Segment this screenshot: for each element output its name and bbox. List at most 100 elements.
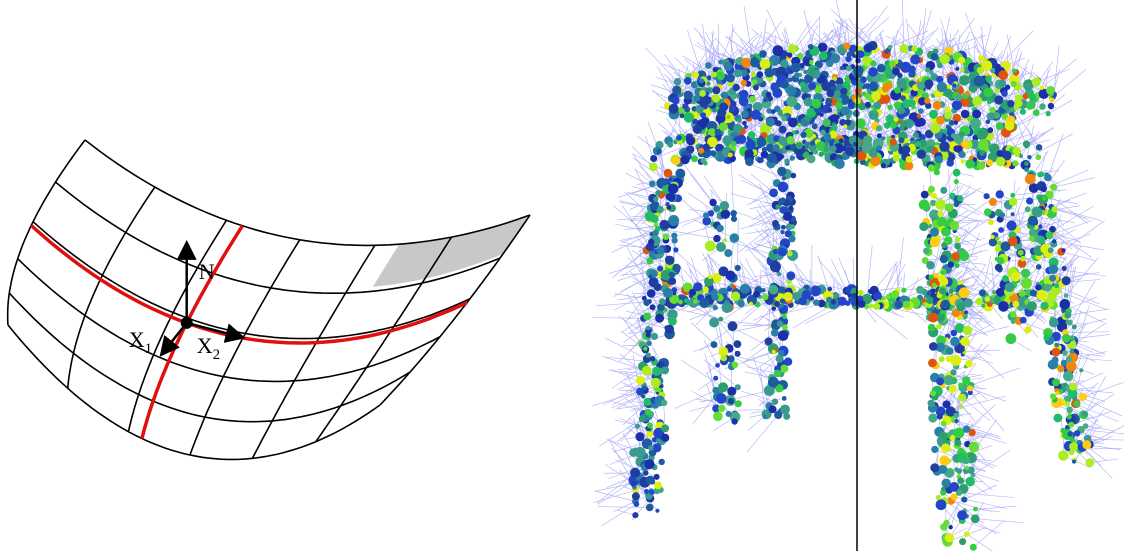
point xyxy=(919,199,930,210)
point xyxy=(990,235,994,239)
point xyxy=(965,159,974,168)
point xyxy=(644,489,649,494)
point xyxy=(1032,77,1041,86)
point xyxy=(933,101,942,110)
point xyxy=(915,141,921,147)
point xyxy=(1040,302,1048,310)
point xyxy=(752,79,757,84)
point xyxy=(791,173,797,179)
point xyxy=(731,292,740,301)
point xyxy=(707,82,711,86)
point xyxy=(649,490,654,495)
point xyxy=(972,96,982,106)
point xyxy=(672,86,681,95)
point xyxy=(684,298,689,303)
point xyxy=(877,133,882,138)
tangent-2-label: X2 xyxy=(197,333,220,363)
point xyxy=(715,129,721,135)
point xyxy=(929,70,933,74)
point xyxy=(962,376,970,384)
point xyxy=(902,99,911,108)
point xyxy=(785,145,790,150)
point xyxy=(959,405,963,409)
point xyxy=(1052,348,1061,357)
point xyxy=(954,121,958,125)
point xyxy=(940,255,948,263)
point xyxy=(981,304,985,308)
point xyxy=(720,201,729,210)
point xyxy=(913,132,919,138)
point xyxy=(684,107,690,113)
point xyxy=(939,455,949,465)
point xyxy=(784,358,792,366)
point xyxy=(953,146,959,152)
point xyxy=(650,304,656,310)
point xyxy=(1022,93,1028,99)
point xyxy=(1033,208,1043,218)
normal-line xyxy=(735,239,772,261)
point xyxy=(948,261,954,267)
point xyxy=(846,65,852,71)
point xyxy=(950,221,959,230)
point xyxy=(1021,278,1032,289)
point xyxy=(810,286,821,297)
point xyxy=(672,264,680,272)
point xyxy=(1050,184,1057,191)
point xyxy=(780,298,785,303)
normal-label: N xyxy=(199,259,215,284)
point xyxy=(894,87,901,94)
point xyxy=(709,318,719,328)
point xyxy=(955,67,959,71)
point xyxy=(1024,161,1029,166)
point xyxy=(648,445,654,451)
point xyxy=(778,248,787,257)
point xyxy=(711,341,718,348)
point xyxy=(999,212,1005,218)
tangent-1-label: X1 xyxy=(129,327,152,357)
normal-line xyxy=(738,218,739,268)
point xyxy=(938,465,947,474)
point xyxy=(1067,320,1073,326)
point xyxy=(653,196,658,201)
point xyxy=(830,145,837,152)
point xyxy=(731,216,737,222)
point xyxy=(873,303,880,310)
point xyxy=(894,102,902,110)
point xyxy=(865,102,871,108)
point xyxy=(772,350,776,354)
normal-line xyxy=(747,367,778,374)
point xyxy=(939,277,948,286)
point xyxy=(782,315,787,320)
point xyxy=(1068,431,1073,436)
point xyxy=(958,394,966,402)
normal-line xyxy=(596,302,650,306)
point xyxy=(1040,86,1044,90)
point xyxy=(1073,400,1080,407)
point xyxy=(654,223,658,227)
point xyxy=(808,82,816,90)
point xyxy=(800,82,806,88)
point xyxy=(995,237,999,241)
point xyxy=(941,270,946,275)
point xyxy=(1029,229,1037,237)
point xyxy=(881,163,886,168)
point xyxy=(718,317,723,322)
point xyxy=(787,271,796,280)
point xyxy=(930,227,939,236)
point xyxy=(937,211,943,217)
point xyxy=(904,161,913,170)
point xyxy=(1063,371,1073,381)
point xyxy=(946,125,950,129)
point xyxy=(1027,155,1031,159)
point xyxy=(928,413,937,422)
point xyxy=(778,350,784,356)
point xyxy=(987,127,993,133)
normal-line xyxy=(592,318,643,319)
point xyxy=(777,167,786,176)
point xyxy=(774,411,782,419)
point xyxy=(830,53,840,63)
point xyxy=(984,87,994,97)
figure: N X1 X2 xyxy=(0,0,1124,551)
point xyxy=(972,110,981,119)
point xyxy=(1057,365,1064,372)
